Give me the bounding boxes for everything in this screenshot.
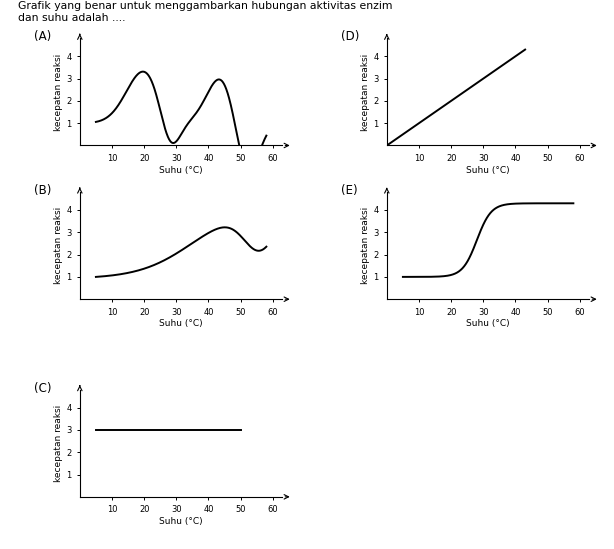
Text: Grafik yang benar untuk menggambarkan hubungan aktivitas enzim
dan suhu adalah .: Grafik yang benar untuk menggambarkan hu… [18, 1, 393, 23]
X-axis label: Suhu (°C): Suhu (°C) [466, 166, 510, 175]
X-axis label: Suhu (°C): Suhu (°C) [159, 517, 203, 526]
X-axis label: Suhu (°C): Suhu (°C) [466, 320, 510, 328]
Y-axis label: kecepatan reaksi: kecepatan reaksi [361, 53, 370, 131]
Y-axis label: kecepatan reaksi: kecepatan reaksi [54, 53, 63, 131]
Y-axis label: kecepatan reaksi: kecepatan reaksi [54, 207, 63, 284]
Text: (E): (E) [341, 184, 357, 197]
Text: (B): (B) [34, 184, 51, 197]
X-axis label: Suhu (°C): Suhu (°C) [159, 320, 203, 328]
Y-axis label: kecepatan reaksi: kecepatan reaksi [361, 207, 370, 284]
Text: (D): (D) [341, 30, 359, 43]
Text: (A): (A) [34, 30, 51, 43]
Text: (C): (C) [34, 382, 52, 395]
X-axis label: Suhu (°C): Suhu (°C) [159, 166, 203, 175]
Y-axis label: kecepatan reaksi: kecepatan reaksi [54, 405, 63, 482]
